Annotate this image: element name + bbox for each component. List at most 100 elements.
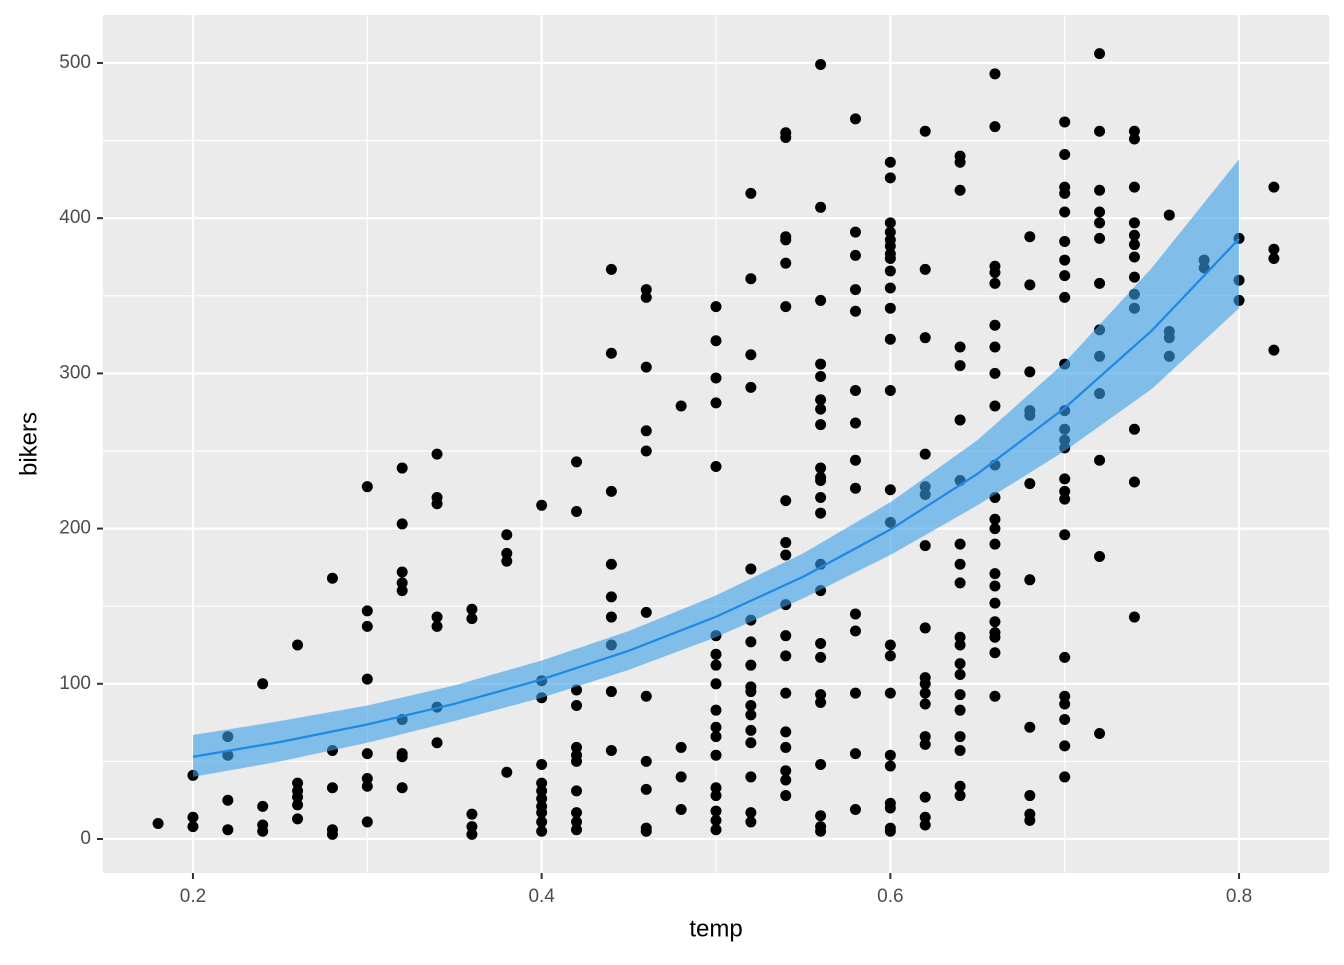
point [1268,253,1280,265]
point [501,529,513,541]
y-tick-label: 500 [59,52,91,73]
point [780,257,792,269]
point [710,461,722,473]
point [1128,239,1140,251]
point [222,824,234,836]
point [815,507,827,519]
point [884,687,896,699]
point [780,630,792,642]
point [849,687,861,699]
point [919,738,931,750]
point [710,678,722,690]
point [431,620,443,632]
point [884,802,896,814]
point [257,800,269,812]
point [571,824,583,836]
point [431,498,443,510]
point [884,217,896,229]
point [1059,254,1071,266]
point [815,370,827,382]
point [1059,270,1071,282]
point [954,658,966,670]
point [187,811,199,823]
point [1024,574,1036,586]
point [919,698,931,710]
point [571,700,583,712]
point [919,678,931,690]
point [884,156,896,168]
point [780,549,792,561]
point [675,804,687,816]
point [605,745,617,757]
point [815,462,827,474]
point [849,226,861,238]
confidence-band [192,159,1240,777]
point [326,782,338,794]
point [884,384,896,396]
point [745,381,757,393]
point [815,358,827,370]
point [605,485,617,497]
point [640,284,652,296]
point [954,156,966,168]
point [361,772,373,784]
point [396,751,408,763]
point [501,547,513,559]
point [1094,184,1106,196]
point [954,668,966,680]
point [361,481,373,493]
point [1059,771,1071,783]
point [815,59,827,71]
point [605,686,617,698]
point [571,456,583,468]
point [710,335,722,347]
point [396,462,408,474]
point [1059,698,1071,710]
point [326,828,338,840]
point [326,572,338,584]
point [675,400,687,412]
point [849,482,861,494]
fit-line [192,238,1240,758]
point [501,766,513,778]
point [466,613,478,625]
point [292,799,304,811]
fit [192,159,1240,777]
point [292,813,304,825]
point [780,687,792,699]
point [954,790,966,802]
point [849,625,861,637]
point [257,825,269,837]
point [1024,478,1036,490]
point [1059,149,1071,161]
point [815,651,827,663]
point [640,825,652,837]
point [989,647,1001,659]
point [361,673,373,685]
point [884,172,896,184]
point [1059,493,1071,505]
point [710,704,722,716]
point [954,538,966,550]
point [989,631,1001,643]
point [1128,181,1140,193]
point [466,828,478,840]
point [640,783,652,795]
point [1128,125,1140,137]
point [1094,454,1106,466]
point [815,474,827,486]
point [849,384,861,396]
point [396,518,408,530]
point [989,341,1001,353]
point [710,731,722,743]
point [745,737,757,749]
point [710,782,722,794]
point [361,748,373,760]
point [1128,251,1140,263]
point [710,397,722,409]
point [710,372,722,384]
point [1094,48,1106,60]
point [884,825,896,837]
point [431,737,443,749]
